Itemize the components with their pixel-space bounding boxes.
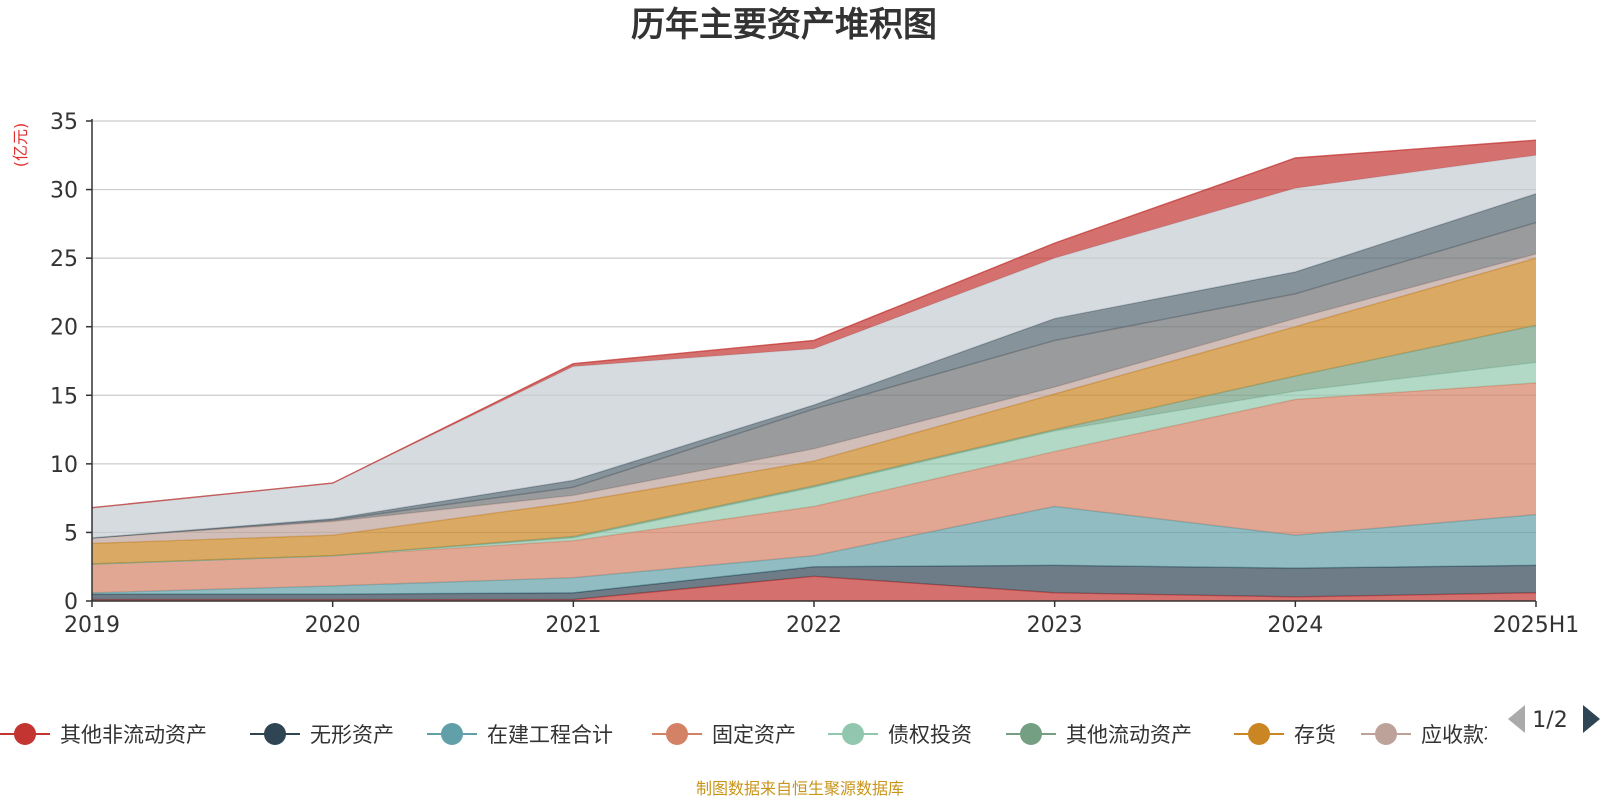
y-tick-label: 25 [50, 247, 78, 272]
y-axis-unit: (亿元) [11, 123, 30, 168]
y-tick-label: 5 [64, 521, 78, 546]
x-tick-label: 2023 [1027, 613, 1083, 638]
y-tick-label: 35 [50, 110, 78, 135]
x-tick-label: 2020 [305, 613, 361, 638]
legend-item[interactable]: 在建工程合计 [427, 723, 613, 747]
legend-items: 其他非流动资产 无形资产 在建工程合计 固定资产 债权投资 其他流动资产 存货 应收款项 [0, 723, 1505, 747]
axes: 0 5 10 15 20 25 30 35 2019 2020 2021 2022 2023 2024 20… [50, 110, 1579, 638]
legend-item[interactable]: 存货 [1234, 723, 1336, 747]
x-tick-label: 2021 [545, 613, 601, 638]
x-tick-label: 2019 [64, 613, 120, 638]
legend-label: 债权投资 [888, 723, 972, 747]
legend-label: 固定资产 [712, 723, 796, 747]
legend-dot-icon [14, 723, 36, 745]
legend-label: 无形资产 [310, 723, 394, 747]
legend-dot-icon [1248, 723, 1270, 745]
legend-dot-icon [666, 723, 688, 745]
chart-title: 历年主要资产堆积图 [631, 5, 937, 45]
legend-pager: 1/2 [1508, 705, 1600, 733]
y-tick-label: 20 [50, 316, 78, 341]
legend-dot-icon [441, 723, 463, 745]
legend-label: 其他非流动资产 [60, 723, 207, 747]
x-tick-label: 2022 [786, 613, 842, 638]
legend: 其他非流动资产 无形资产 在建工程合计 固定资产 债权投资 其他流动资产 存货 应收款项 [0, 723, 1505, 747]
legend-item[interactable]: 无形资产 [250, 723, 394, 747]
legend-prev-icon[interactable] [1508, 705, 1525, 733]
legend-item[interactable]: 其他流动资产 [1006, 723, 1192, 747]
legend-next-icon[interactable] [1583, 705, 1600, 733]
legend-dot-icon [1375, 723, 1397, 745]
legend-item[interactable]: 债权投资 [828, 723, 972, 747]
legend-dot-icon [1020, 723, 1042, 745]
legend-item[interactable]: 其他非流动资产 [0, 723, 207, 747]
series-area [92, 362, 1536, 564]
legend-item[interactable]: 应收款项 [1361, 723, 1505, 747]
x-tick-label: 2025H1 [1493, 613, 1580, 638]
legend-label: 存货 [1294, 723, 1336, 747]
y-tick-label: 15 [50, 384, 78, 409]
legend-page-indicator: 1/2 [1532, 708, 1567, 733]
legend-label: 应收款项 [1421, 723, 1505, 747]
x-tick-label: 2024 [1267, 613, 1323, 638]
series-area [92, 155, 1536, 538]
legend-dot-icon [264, 723, 286, 745]
legend-label: 在建工程合计 [487, 723, 613, 747]
legend-item[interactable]: 固定资产 [652, 723, 796, 747]
series-areas [91, 139, 1537, 601]
series-line [91, 139, 1537, 509]
y-tick-label: 0 [64, 590, 78, 615]
y-tick-label: 10 [50, 453, 78, 478]
data-source-note: 制图数据来自恒生聚源数据库 [696, 779, 904, 798]
series-area [92, 506, 1536, 595]
series-area [92, 576, 1536, 601]
legend-dot-icon [842, 723, 864, 745]
series-area [92, 382, 1536, 593]
series-area [92, 565, 1536, 600]
legend-label: 其他流动资产 [1066, 723, 1192, 747]
y-tick-label: 30 [50, 179, 78, 204]
